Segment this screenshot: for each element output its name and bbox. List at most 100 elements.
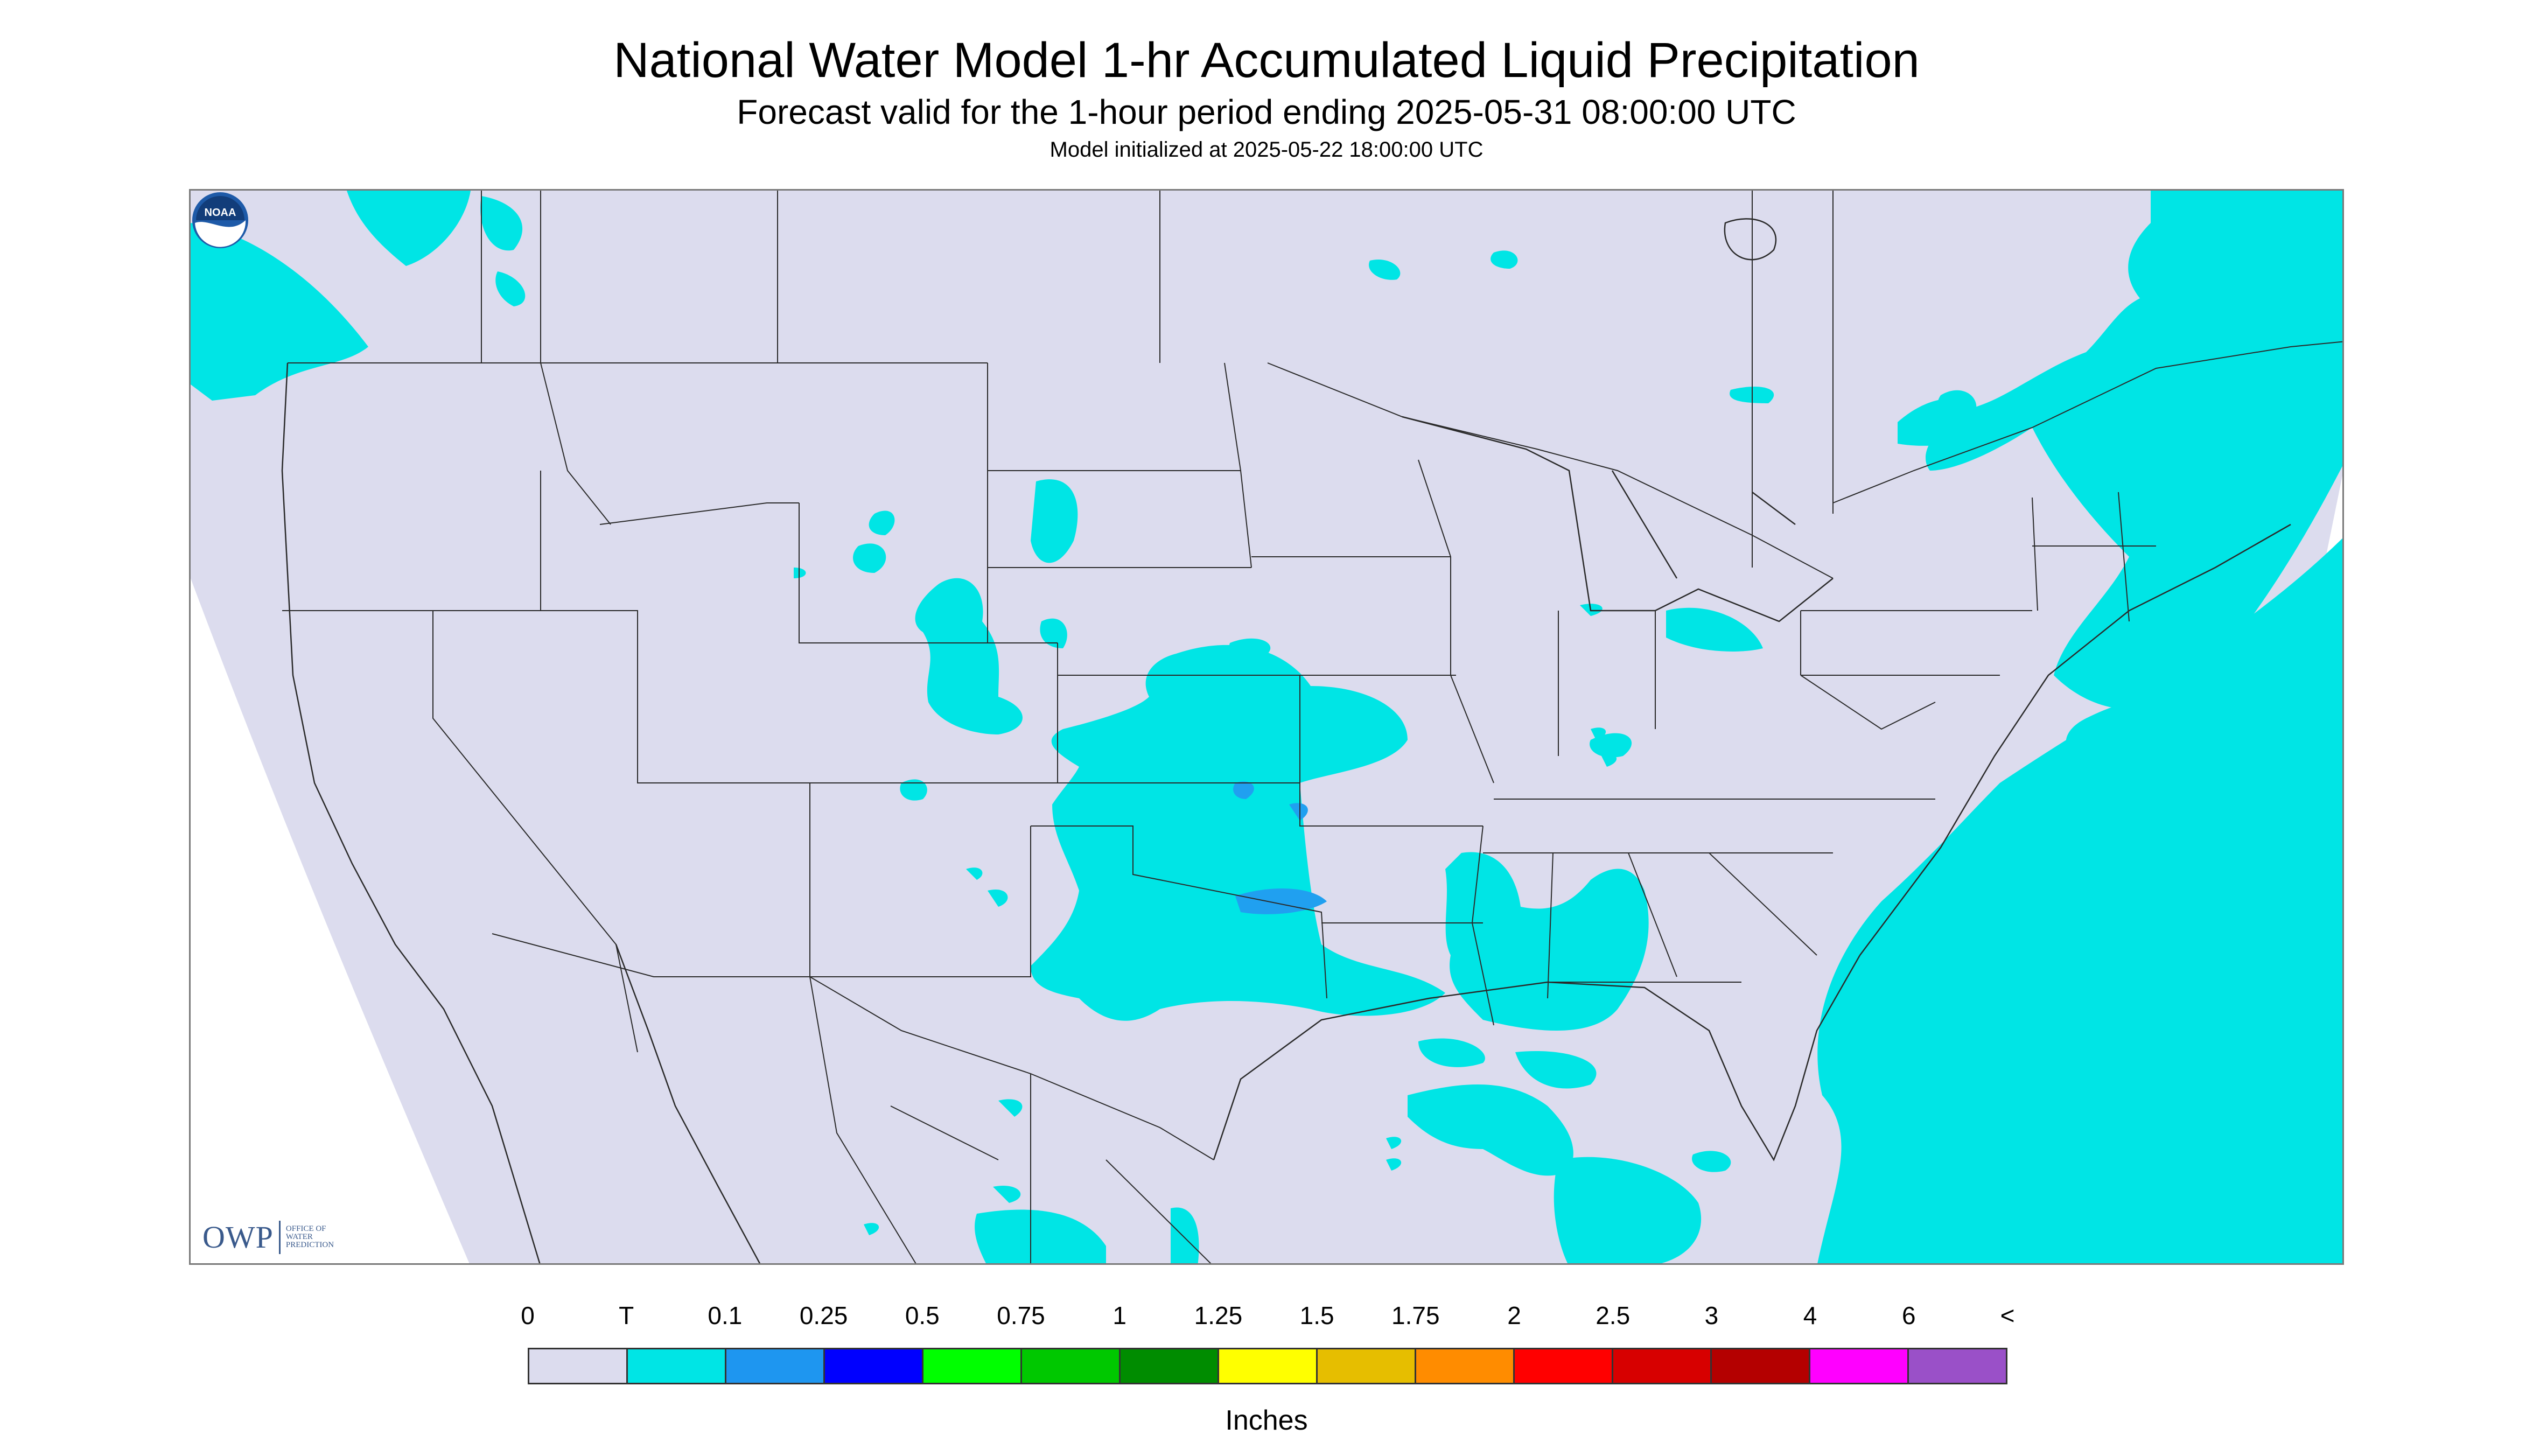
legend-label: 0.25 [799, 1301, 848, 1329]
owp-logo: OWP OFFICE OF WATER PREDICTION [202, 1219, 334, 1255]
legend-label: 1 [1112, 1301, 1126, 1329]
precip-canada-north [1369, 260, 1401, 280]
heavier-precip-areas [1233, 781, 1327, 914]
legend-swatch [1121, 1349, 1219, 1383]
precip-heavy-kansas-2 [1289, 803, 1308, 821]
precip-montana-east [794, 568, 806, 578]
precip-gulf-south-2 [1386, 1158, 1402, 1171]
legend-swatch [1909, 1349, 2006, 1383]
precip-northeast-canada [1926, 191, 2342, 710]
legend-colorbar [528, 1348, 2007, 1384]
precip-canada-north-2 [1491, 250, 1518, 269]
legend-label: < [2000, 1301, 2015, 1329]
border-dakotas-mn [1224, 362, 1252, 568]
precip-heavy-kansas [1233, 781, 1254, 799]
coast-gulf-mexico [1213, 955, 1861, 1161]
coast-atlantic [1859, 523, 2291, 956]
border-va-wv [1800, 675, 1936, 730]
precip-gulf-south [1386, 1137, 1402, 1149]
border-mexico-states [809, 976, 1212, 1263]
border-mo-east [1299, 675, 1483, 827]
precip-plains-main [1031, 645, 1445, 1021]
precip-bc-north [347, 191, 471, 266]
precip-southeast [1445, 852, 1649, 1031]
legend-swatch [1515, 1349, 1613, 1383]
border-nd-sd [987, 363, 1241, 643]
precip-atlantic-2 [2066, 696, 2192, 761]
precip-gulf-east [1554, 1157, 1701, 1263]
legend-label: 0.5 [905, 1301, 940, 1329]
legend-swatch [1810, 1349, 1909, 1383]
legend-label: 6 [1902, 1301, 1916, 1329]
coast-hudson [1724, 218, 1777, 261]
owp-logo-mark: OWP [202, 1220, 274, 1255]
legend-label: 2 [1507, 1301, 1521, 1329]
precip-gulf-main [1408, 1084, 1573, 1176]
precip-gulf-central [1515, 1051, 1597, 1089]
owp-logo-text: OFFICE OF WATER PREDICTION [285, 1224, 334, 1249]
legend-swatch [1712, 1349, 1810, 1383]
precip-alberta [495, 271, 526, 306]
precip-new-mexico [900, 779, 927, 801]
border-wi-il [1418, 459, 1494, 783]
precip-indiana [1601, 754, 1617, 767]
legend-label: 1.25 [1194, 1301, 1243, 1329]
noaa-logo-sky [196, 196, 244, 220]
coast-great-lakes [1402, 416, 1834, 622]
precip-colorado [915, 578, 1023, 734]
border-canada-provinces [481, 191, 1834, 568]
legend-swatch [1318, 1349, 1416, 1383]
border-ut-co [637, 643, 1058, 783]
precip-mexico-3 [975, 1209, 1106, 1263]
precip-wyoming-2 [853, 543, 886, 573]
legend-label: T [619, 1301, 634, 1329]
legend-label: 2.5 [1596, 1301, 1631, 1329]
legend-swatch [1219, 1349, 1318, 1383]
precip-dakota [1031, 479, 1078, 563]
legend-label: 0 [521, 1301, 535, 1329]
precip-michigan-ontario [1666, 607, 1763, 652]
border-nv-ca [432, 611, 638, 1053]
precip-gulf-west [1418, 1038, 1485, 1067]
precip-heavy-oklahoma [1235, 888, 1327, 914]
noaa-logo: NOAA [192, 192, 248, 248]
border-ga-sc [1709, 852, 1817, 956]
precip-nebraska-west [1040, 618, 1067, 648]
precip-texas-panhandle [988, 889, 1008, 907]
owp-logo-divider [278, 1220, 281, 1254]
coast-pacific [281, 362, 541, 1263]
precip-florida-keys [1692, 1151, 1731, 1172]
legend-swatch [825, 1349, 923, 1383]
map-svg [191, 191, 2342, 1263]
precip-bc-north-2 [480, 196, 523, 251]
border-new-england [2032, 492, 2156, 622]
legend-swatch [529, 1349, 628, 1383]
legend-swatch [1416, 1349, 1515, 1383]
noaa-logo-gull [195, 220, 246, 247]
legend-label: 3 [1704, 1301, 1719, 1329]
legend-label: 4 [1803, 1301, 1817, 1329]
coastlines [281, 218, 2291, 1263]
legend-label: 0.75 [997, 1301, 1045, 1329]
precip-kentucky [1590, 733, 1632, 758]
precip-baja [864, 1223, 879, 1235]
precip-new-mexico-2 [966, 867, 983, 880]
precip-wyoming [869, 510, 895, 535]
chart-subtitle: Forecast valid for the 1-hour period end… [737, 93, 1796, 131]
state-borders [282, 191, 2342, 1263]
chart-title: National Water Model 1-hr Accumulated Li… [613, 33, 1920, 88]
border-us-canada-great-lakes [1267, 362, 1834, 579]
legend-swatch [726, 1349, 825, 1383]
legend-swatch [1022, 1349, 1121, 1383]
border-wy [799, 503, 1058, 643]
precip-pacific-northwest [191, 223, 368, 401]
precip-mexico-4 [1171, 1207, 1199, 1263]
legend-labels: 0 T 0.1 0.25 0.5 0.75 1 1.25 1.5 1.75 2 2.5 3 4 6 < [0, 1303, 2533, 1335]
coast-baja [615, 944, 761, 1263]
precipitation-map[interactable]: OWP OFFICE OF WATER PREDICTION NOAA [189, 189, 2344, 1265]
border-us-mexico [492, 933, 1214, 1160]
precip-iowa [1229, 638, 1271, 660]
legend-label: 0.1 [708, 1301, 743, 1329]
legend-swatch [628, 1349, 726, 1383]
border-ok-tx [1031, 825, 1327, 999]
